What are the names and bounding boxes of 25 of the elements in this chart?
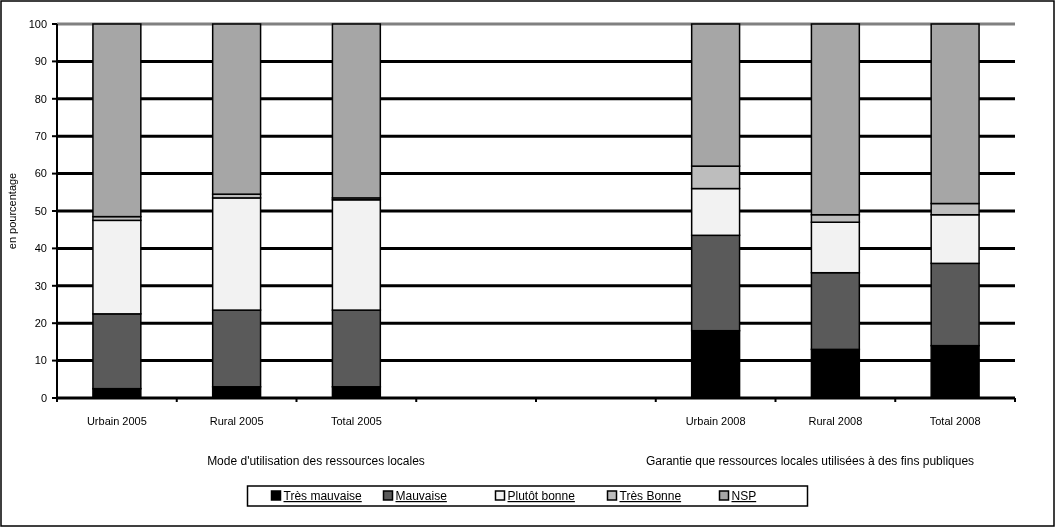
y-tick-label: 70 — [34, 130, 47, 143]
y-tick-label: 100 — [28, 17, 47, 30]
y-tick-label: 10 — [34, 354, 47, 367]
x-tick-label: Total 2005 — [330, 415, 382, 427]
y-tick-label: 0 — [40, 391, 47, 404]
y-tick-label: 40 — [34, 242, 47, 255]
y-tick-label: 90 — [34, 55, 47, 68]
y-tick-label: 20 — [34, 317, 47, 330]
legend-label: Très mauvaise — [283, 489, 363, 503]
text: Garantie que ressources locales utilisées à des fins publiques — [645, 454, 975, 468]
legend-label: Mauvaise — [395, 489, 448, 503]
y-tick-label: 50 — [34, 204, 47, 217]
y-axis-title: en pourcentage — [6, 172, 18, 250]
x-tick-label: Rural 2005 — [209, 415, 264, 427]
legend-label: NSP — [731, 489, 757, 503]
text: Mode d'utilisation des ressources locales — [207, 454, 425, 468]
y-tick-label: 80 — [34, 92, 47, 105]
y-tick-label: 30 — [34, 279, 47, 292]
y-tick-label: 60 — [34, 167, 47, 180]
legend-label: Plutôt bonne — [507, 489, 576, 503]
x-tick-label: Urbain 2008 — [685, 415, 746, 427]
x-tick-label: Rural 2008 — [808, 415, 863, 427]
legend-label: Très Bonne — [619, 489, 682, 503]
x-tick-label: Urbain 2005 — [86, 415, 147, 427]
x-tick-label: Total 2008 — [929, 415, 981, 427]
